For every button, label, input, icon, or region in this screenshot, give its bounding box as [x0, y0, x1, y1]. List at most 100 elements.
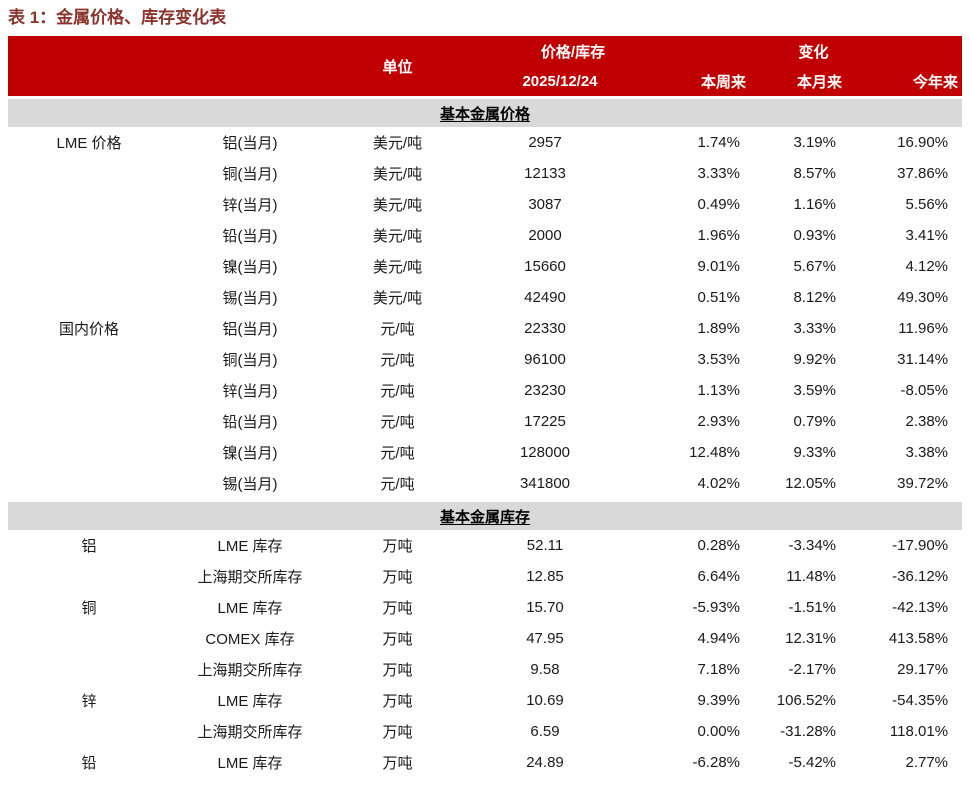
value-cell: 12133	[524, 165, 566, 182]
month-change-cell: 9.92%	[793, 351, 836, 368]
month-change-cell: -1.51%	[788, 599, 836, 616]
metal-price-inventory-table: 单位 价格/库存 变化 2025/12/24 本周来 本月来 今年来 基本金属价…	[8, 36, 963, 778]
item-cell: 锌(当月)	[222, 383, 278, 400]
year-change-cell: -8.05%	[900, 382, 949, 399]
value-cell: 12.85	[526, 568, 564, 585]
table-row: 锌 LME 库存 万吨 10.69 9.39% 106.52% -54.35%	[8, 685, 962, 716]
week-change-cell: 3.53%	[697, 351, 740, 368]
week-change-cell: 1.89%	[697, 320, 740, 337]
unit-cell: 美元/吨	[372, 197, 423, 214]
item-cell: 铜(当月)	[222, 166, 278, 183]
table-row: 铅 LME 库存 万吨 24.89 -6.28% -5.42% 2.77%	[8, 747, 962, 778]
table-row: 铅(当月) 元/吨 17225 2.93% 0.79% 2.38%	[8, 406, 962, 437]
unit-cell: 元/吨	[380, 414, 415, 431]
unit-cell: 元/吨	[380, 352, 415, 369]
value-cell: 52.11	[526, 537, 564, 554]
week-change-cell: 0.49%	[697, 196, 740, 213]
header-week: 本周来	[625, 66, 748, 98]
header-row-top: 单位 价格/库存 变化	[8, 36, 963, 98]
item-cell: 镍(当月)	[222, 259, 278, 276]
item-cell: 铝(当月)	[222, 321, 278, 338]
value-cell: 2957	[528, 134, 562, 151]
header-empty-cell	[8, 36, 330, 98]
value-cell: 10.69	[526, 692, 564, 709]
group-cell	[8, 158, 170, 189]
group-cell: 铝	[81, 538, 97, 555]
table-row: 国内价格 铝(当月) 元/吨 22330 1.89% 3.33% 11.96%	[8, 313, 962, 344]
section-header-prices: 基本金属价格	[8, 96, 963, 127]
unit-cell: 美元/吨	[372, 290, 423, 307]
header-unit: 单位	[330, 36, 465, 98]
week-change-cell: 0.00%	[697, 723, 740, 740]
month-change-cell: 1.16%	[793, 196, 836, 213]
unit-cell: 万吨	[382, 693, 413, 710]
value-cell: 42490	[524, 289, 566, 306]
month-change-cell: 12.05%	[785, 475, 836, 492]
group-cell	[8, 220, 170, 251]
item-cell: LME 库存	[217, 600, 283, 617]
month-change-cell: -2.17%	[788, 661, 836, 678]
value-cell: 2000	[528, 227, 562, 244]
unit-cell: 元/吨	[380, 476, 415, 493]
item-cell: LME 库存	[217, 693, 283, 710]
group-cell	[8, 375, 170, 406]
year-change-cell: 5.56%	[905, 196, 949, 213]
header-price-inventory: 价格/库存	[465, 36, 625, 66]
month-change-cell: 12.31%	[785, 630, 836, 647]
unit-cell: 美元/吨	[372, 228, 423, 245]
year-change-cell: 29.17%	[897, 661, 949, 678]
header-row-bottom: 2025/12/24 本周来 本月来 今年来	[8, 66, 963, 98]
group-cell: LME 价格	[56, 135, 122, 152]
week-change-cell: -6.28%	[692, 754, 740, 771]
unit-cell: 万吨	[382, 600, 413, 617]
month-change-cell: 0.93%	[793, 227, 836, 244]
year-change-cell: 16.90%	[897, 134, 949, 151]
year-change-cell: 3.38%	[905, 444, 949, 461]
week-change-cell: 7.18%	[697, 661, 740, 678]
month-change-cell: -3.34%	[788, 537, 836, 554]
item-cell: 上海期交所库存	[197, 569, 303, 586]
year-change-cell: 118.01%	[889, 723, 949, 740]
group-cell: 铅	[81, 755, 97, 772]
header-month: 本月来	[748, 66, 844, 98]
week-change-cell: 9.39%	[697, 692, 740, 709]
page-title: 表 1：金属价格、库存变化表	[8, 8, 227, 27]
table-row: 铜(当月) 元/吨 96100 3.53% 9.92% 31.14%	[8, 344, 962, 375]
item-cell: COMEX 库存	[205, 631, 295, 648]
table-row: 铜(当月) 美元/吨 12133 3.33% 8.57% 37.86%	[8, 158, 962, 189]
header-date: 2025/12/24	[465, 66, 625, 98]
item-cell: 铅(当月)	[222, 414, 278, 431]
table-row: 上海期交所库存 万吨 12.85 6.64% 11.48% -36.12%	[8, 561, 962, 592]
group-cell	[8, 282, 170, 313]
group-cell	[8, 561, 170, 592]
year-change-cell: 37.86%	[897, 165, 949, 182]
unit-cell: 万吨	[382, 755, 413, 772]
unit-cell: 美元/吨	[372, 135, 423, 152]
year-change-cell: 3.41%	[905, 227, 949, 244]
table-row: 锡(当月) 元/吨 341800 4.02% 12.05% 39.72%	[8, 468, 962, 501]
group-cell	[8, 251, 170, 282]
table-row: 镍(当月) 元/吨 128000 12.48% 9.33% 3.38%	[8, 437, 962, 468]
unit-cell: 元/吨	[380, 445, 415, 462]
item-cell: LME 库存	[217, 755, 283, 772]
group-cell	[8, 654, 170, 685]
table-row: LME 价格 铝(当月) 美元/吨 2957 1.74% 3.19% 16.90…	[8, 127, 962, 158]
week-change-cell: 6.64%	[697, 568, 740, 585]
year-change-cell: 2.38%	[905, 413, 949, 430]
year-change-cell: -17.90%	[892, 537, 949, 554]
month-change-cell: 9.33%	[793, 444, 836, 461]
value-cell: 15660	[524, 258, 566, 275]
unit-cell: 万吨	[382, 538, 413, 555]
item-cell: 上海期交所库存	[197, 724, 303, 741]
value-cell: 96100	[524, 351, 566, 368]
table-row: 铅(当月) 美元/吨 2000 1.96% 0.93% 3.41%	[8, 220, 962, 251]
week-change-cell: 4.94%	[697, 630, 740, 647]
month-change-cell: 3.19%	[793, 134, 836, 151]
table-row: 锌(当月) 元/吨 23230 1.13% 3.59% -8.05%	[8, 375, 962, 406]
year-change-cell: 31.14%	[897, 351, 949, 368]
month-change-cell: -31.28%	[780, 723, 836, 740]
value-cell: 9.58	[530, 661, 560, 678]
item-cell: 上海期交所库存	[197, 662, 303, 679]
year-change-cell: 49.30%	[897, 289, 949, 306]
year-change-cell: 39.72%	[897, 475, 949, 492]
